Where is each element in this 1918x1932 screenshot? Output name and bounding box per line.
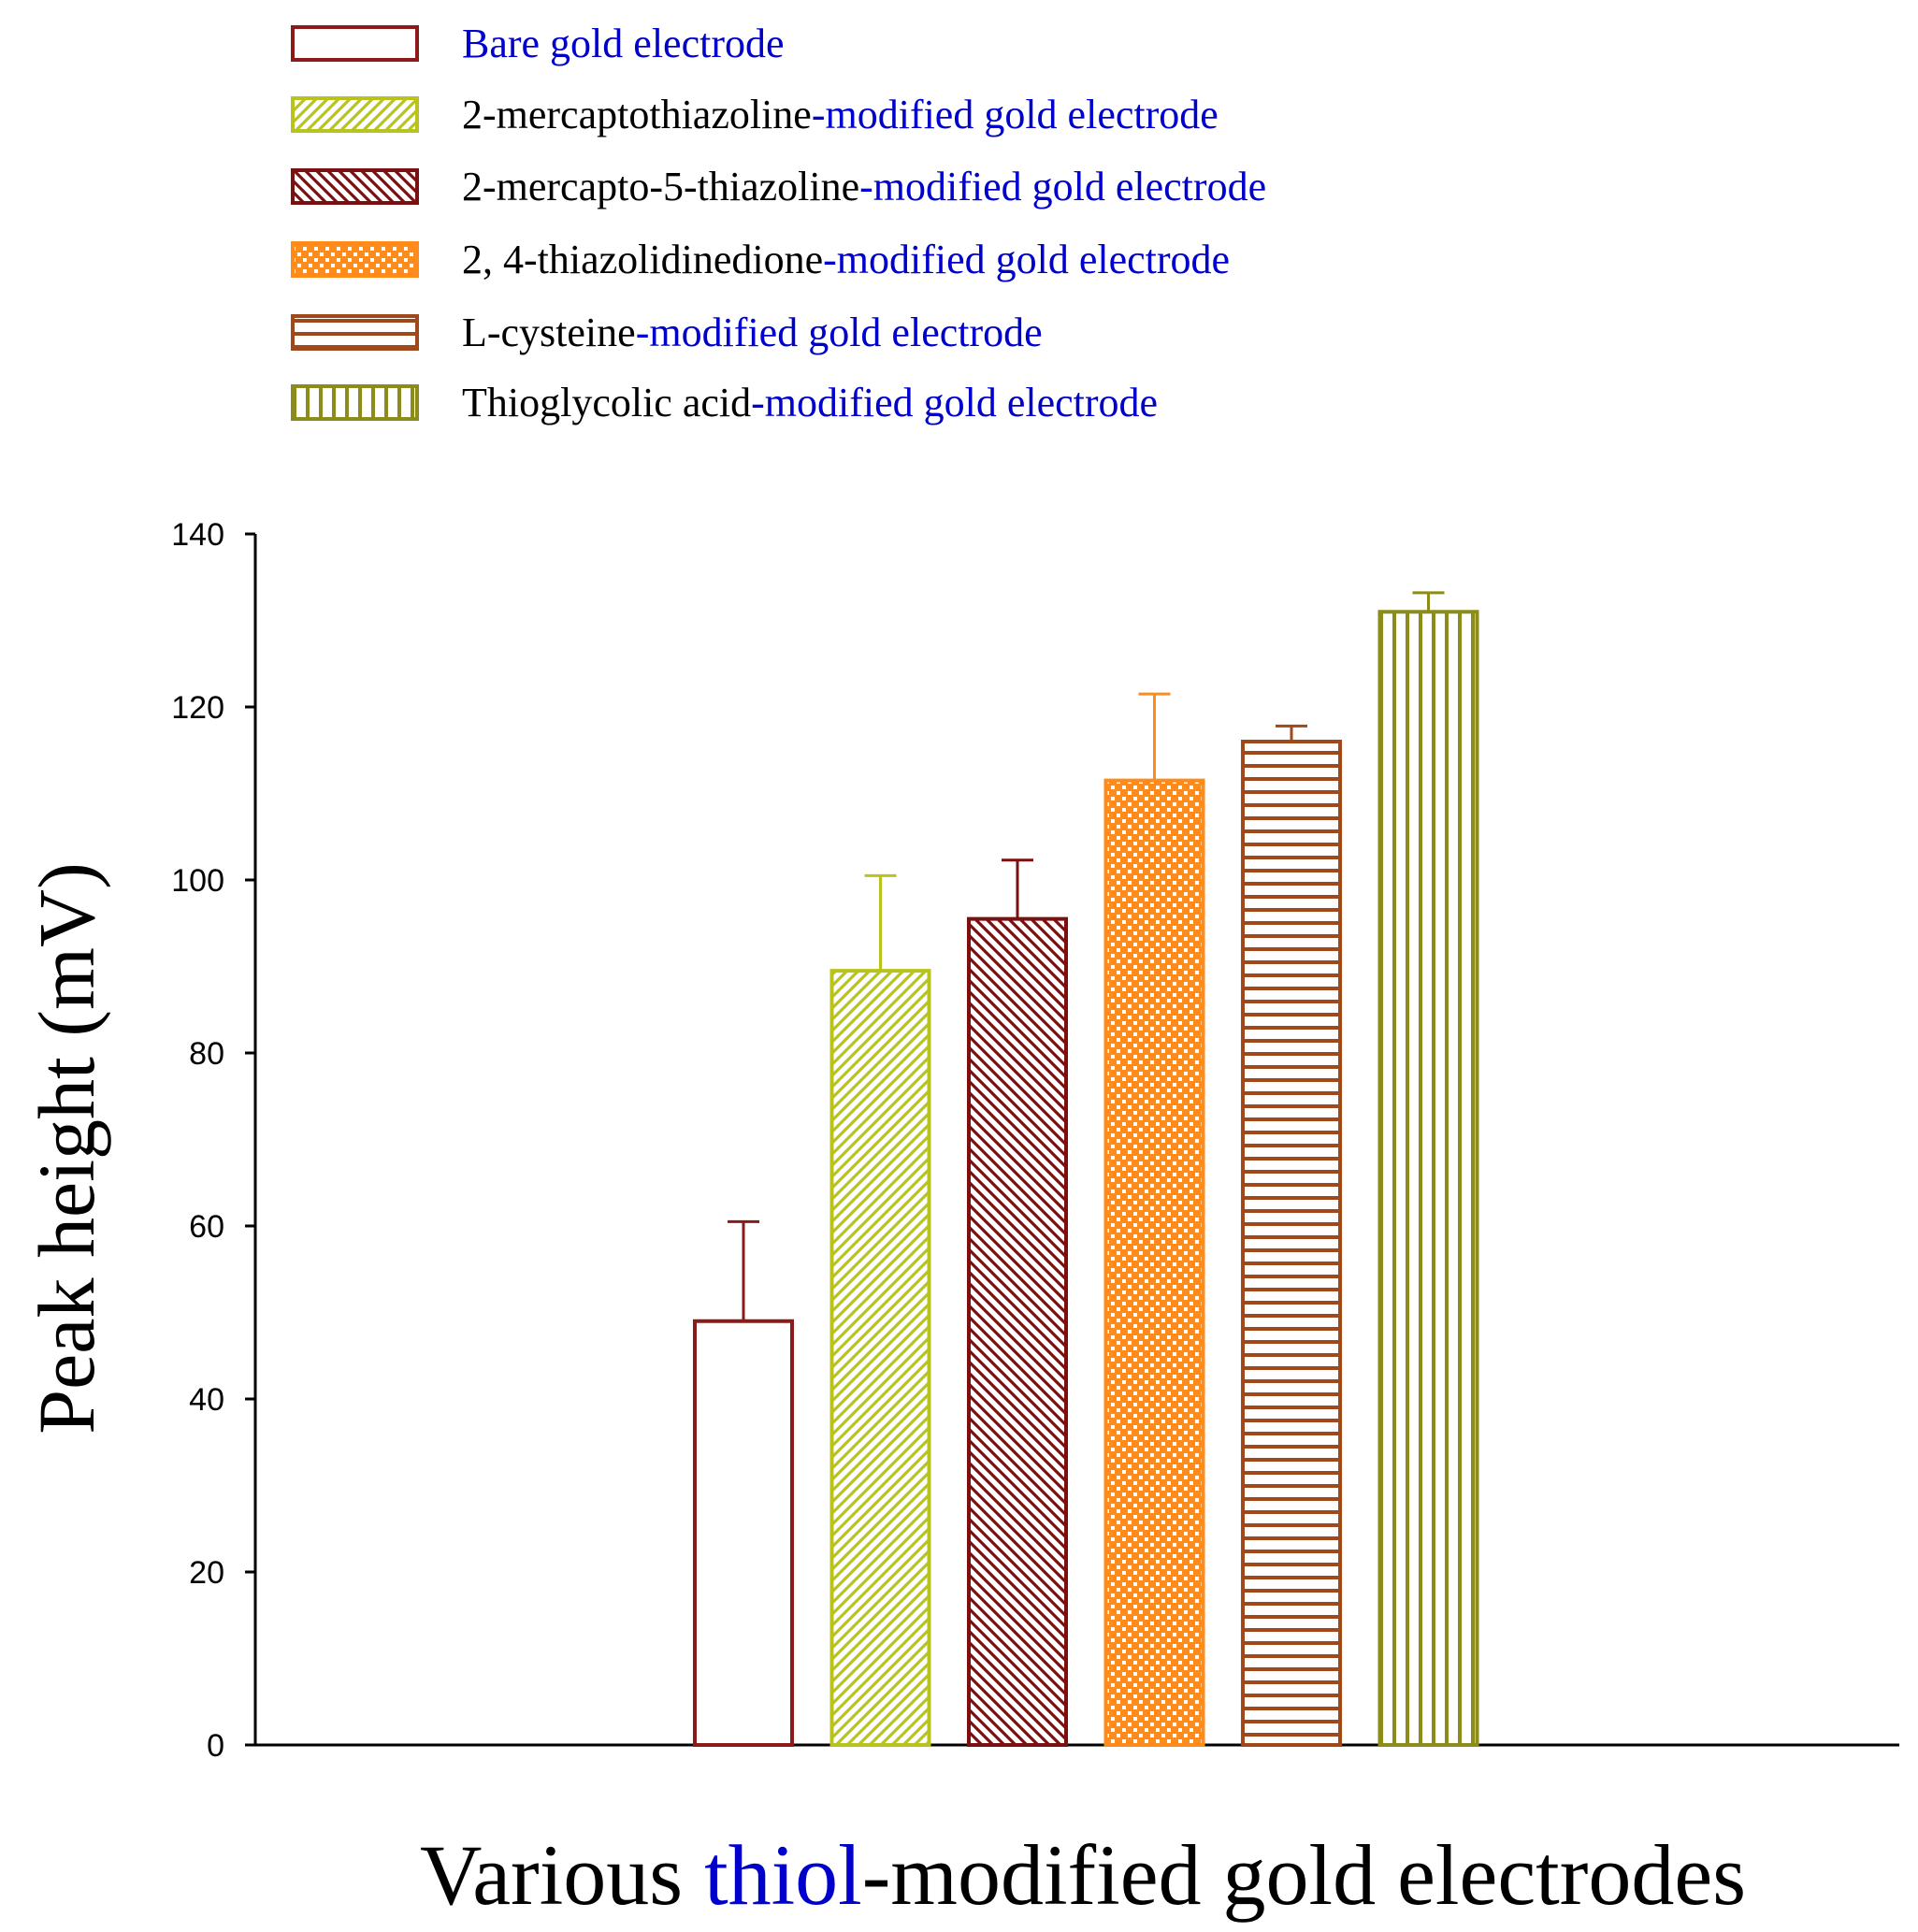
y-tick-label: 120 <box>171 690 224 726</box>
legend-item: Bare gold electrode <box>291 21 785 66</box>
y-tick-label: 40 <box>189 1382 224 1418</box>
legend-label-part: -modified gold electrode <box>751 380 1158 425</box>
legend-swatch <box>291 314 419 351</box>
bar <box>693 1319 794 1747</box>
legend-item: 2, 4-thiazolidinedione-modified gold ele… <box>291 237 1230 282</box>
bar-group <box>693 1219 794 1747</box>
legend-label-part: 2, 4-thiazolidinedione <box>462 237 823 282</box>
legend-label: Bare gold electrode <box>462 21 785 66</box>
bar <box>967 916 1068 1747</box>
y-tick-label: 0 <box>207 1728 224 1764</box>
legend-label-part: -modified gold electrode <box>823 237 1230 282</box>
legend-label: 2-mercaptothiazoline-modified gold elect… <box>462 92 1219 137</box>
bar <box>1241 740 1342 1747</box>
bar-group <box>829 873 931 1747</box>
legend-item: 2-mercapto-5-thiazoline-modified gold el… <box>291 164 1266 209</box>
legend: Bare gold electrode2-mercaptothiazoline-… <box>291 21 1266 425</box>
bar-group <box>967 858 1068 1747</box>
legend-item: 2-mercaptothiazoline-modified gold elect… <box>291 92 1219 137</box>
y-tick-label: 80 <box>189 1036 224 1072</box>
x-axis-title-part: thiol <box>704 1827 862 1923</box>
legend-label-part: 2-mercapto-5-thiazoline <box>462 164 859 209</box>
legend-label-part: -modified gold electrode <box>812 92 1219 137</box>
legend-swatch <box>291 241 419 278</box>
bar <box>1103 778 1205 1747</box>
y-axis-title: Peak height (mV) <box>22 862 111 1434</box>
y-tick-label: 100 <box>171 863 224 899</box>
bar <box>829 969 931 1747</box>
x-axis-title: Various thiol-modified gold electrodes <box>420 1827 1746 1923</box>
legend-item: L-cysteine-modified gold electrode <box>291 310 1043 355</box>
legend-swatch <box>291 168 419 205</box>
x-axis-title-part: Various <box>420 1827 704 1923</box>
legend-label-part: -modified gold electrode <box>636 310 1043 355</box>
legend-label-part: 2-mercaptothiazoline <box>462 92 812 137</box>
x-axis-title-part: -modified gold electrodes <box>862 1827 1746 1923</box>
legend-label: Thioglycolic acid-modified gold electrod… <box>462 380 1158 425</box>
legend-label-part: Thioglycolic acid <box>462 380 751 425</box>
legend-label-part: L-cysteine <box>462 310 636 355</box>
y-tick-label: 20 <box>189 1555 224 1591</box>
legend-swatch <box>291 25 419 62</box>
bars <box>693 591 1479 1747</box>
legend-label-part: -modified gold electrode <box>859 164 1266 209</box>
legend-label: 2-mercapto-5-thiazoline-modified gold el… <box>462 164 1266 209</box>
legend-swatch <box>291 384 419 421</box>
axes <box>245 534 1899 1747</box>
y-tick-label: 60 <box>189 1209 224 1245</box>
bar-group <box>1377 591 1479 1747</box>
legend-label-part: Bare gold electrode <box>462 21 785 66</box>
y-ticks: 0 20 40 60 80 100 120 140 <box>171 517 255 1764</box>
legend-item: Thioglycolic acid-modified gold electrod… <box>291 380 1158 425</box>
y-tick-label: 140 <box>171 517 224 553</box>
legend-swatch <box>291 96 419 133</box>
bar-group <box>1103 692 1205 1747</box>
bar-group <box>1241 724 1342 1747</box>
legend-label: L-cysteine-modified gold electrode <box>462 310 1043 355</box>
legend-label: 2, 4-thiazolidinedione-modified gold ele… <box>462 237 1230 282</box>
bar <box>1377 610 1479 1747</box>
